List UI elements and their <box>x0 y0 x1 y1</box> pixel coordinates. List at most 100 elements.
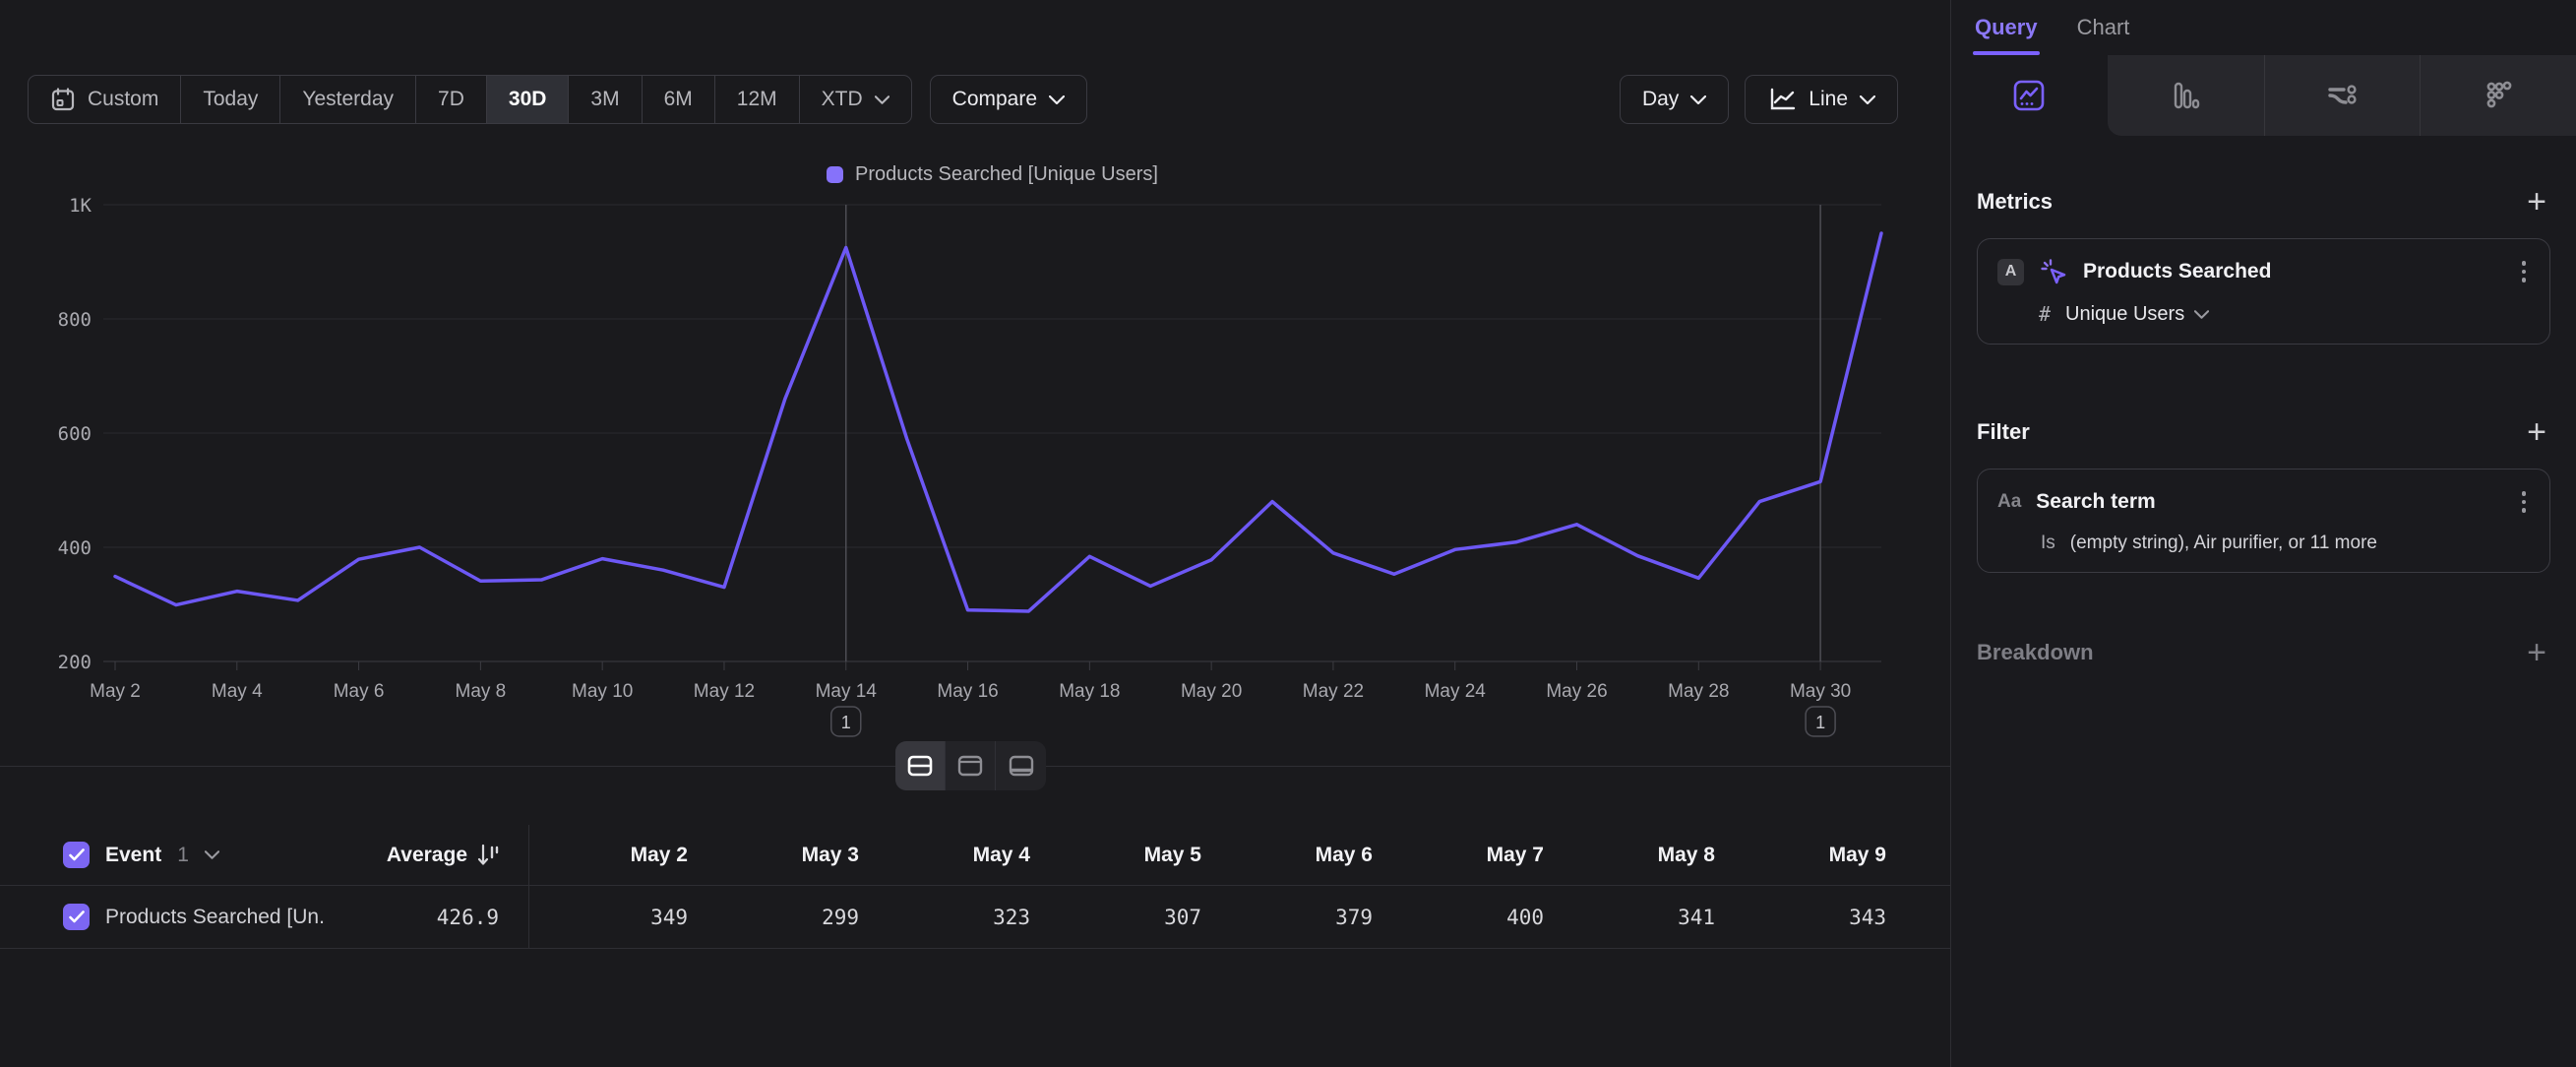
metric-letter-badge: A <box>1997 259 2024 285</box>
chart-type-tab-insights[interactable] <box>1951 55 2108 136</box>
date-column-header[interactable]: May 5 <box>1042 825 1213 885</box>
range-button-7d[interactable]: 7D <box>416 76 487 123</box>
y-axis-tick-label: 1K <box>69 197 92 217</box>
breakdown-section-header: Breakdown + <box>1977 636 2550 669</box>
main-area: Custom Today Yesterday 7D 30D3M6M 12M XTD Comp… <box>0 0 1951 1067</box>
filter-card[interactable]: Aa Search term Is (empty string), Air pu… <box>1977 469 2550 573</box>
metrics-title: Metrics <box>1977 189 2053 215</box>
range-button-xtd[interactable]: XTD <box>800 76 911 123</box>
add-filter-button[interactable]: + <box>2523 415 2550 449</box>
layout-toggle-split-horizontal[interactable] <box>895 741 946 790</box>
chart-type-tab-flows[interactable] <box>2264 55 2421 136</box>
date-column-header[interactable]: May 2 <box>528 825 700 885</box>
insights-icon <box>2011 78 2047 113</box>
value-cell: 400 <box>1384 886 1556 948</box>
metrics-section-header: Metrics + <box>1977 185 2550 219</box>
value-cell: 379 <box>1213 886 1384 948</box>
chart-type-tab-bar[interactable] <box>2108 55 2264 136</box>
range-button-3m[interactable]: 3M <box>569 76 642 123</box>
panel-bottom-icon <box>1008 754 1035 778</box>
range-label: 12M <box>737 88 777 111</box>
x-axis-tick-label: May 24 <box>1425 681 1487 702</box>
x-axis-tick-label: May 14 <box>816 681 878 702</box>
range-button-6m[interactable]: 6M <box>643 76 715 123</box>
chart-legend[interactable]: Products Searched [Unique Users] <box>103 163 1881 186</box>
range-button-yesterday[interactable]: Yesterday <box>280 76 416 123</box>
filter-value[interactable]: (empty string), Air purifier, or 11 more <box>2070 533 2377 554</box>
granularity-button[interactable]: Day <box>1620 75 1729 124</box>
add-metric-button[interactable]: + <box>2523 185 2550 219</box>
row-label-cell: Products Searched [Un... <box>0 904 325 930</box>
chart-type-label: Line <box>1809 88 1848 111</box>
x-axis-tick-label: May 26 <box>1546 681 1607 702</box>
x-axis-tick-label: May 2 <box>90 681 141 702</box>
metric-card-row: A Products Searched <box>1997 257 2530 286</box>
date-column-header[interactable]: May 7 <box>1384 825 1556 885</box>
line-chart-icon <box>1767 86 1797 113</box>
range-button-30d[interactable]: 30D <box>487 76 570 123</box>
filter-card-row: Aa Search term <box>1997 487 2530 517</box>
tab-query[interactable]: Query <box>1975 0 2038 55</box>
toolbar: Custom Today Yesterday 7D 30D3M6M 12M XTD Comp… <box>28 75 1898 124</box>
query-sidebar: Query Chart Metrics + A <box>1951 0 2576 1067</box>
tab-chart[interactable]: Chart <box>2077 0 2130 55</box>
layout-toggle-panel-top[interactable] <box>946 741 996 790</box>
y-axis-tick-label: 400 <box>58 537 92 559</box>
line-chart[interactable]: 1K80060040020011May 2May 4May 6May 8May … <box>0 197 1951 758</box>
date-column-header[interactable]: May 4 <box>871 825 1042 885</box>
filter-section-header: Filter + <box>1977 415 2550 449</box>
event-header-label: Event <box>105 844 161 867</box>
metric-card[interactable]: A Products Searched # Unique Users <box>1977 238 2550 345</box>
range-label: XTD <box>822 88 863 111</box>
chevron-down-icon[interactable] <box>205 850 219 859</box>
date-column-header[interactable]: May 3 <box>700 825 871 885</box>
event-count: 1 <box>177 844 189 867</box>
layout-toggle-panel-bottom[interactable] <box>996 741 1046 790</box>
range-button-custom[interactable]: Custom <box>29 76 181 123</box>
chevron-down-icon <box>1049 95 1065 104</box>
chevron-down-icon <box>2194 310 2209 319</box>
add-breakdown-button[interactable]: + <box>2523 636 2550 669</box>
chart-type-button[interactable]: Line <box>1745 75 1898 124</box>
average-header-cell[interactable]: Average <box>325 844 528 867</box>
metric-kebab-menu[interactable] <box>2518 257 2531 286</box>
table-row[interactable]: Products Searched [Un... 426.9 349299323… <box>0 886 1951 949</box>
compare-label: Compare <box>952 88 1037 111</box>
chart-type-tab-retention[interactable] <box>2420 55 2576 136</box>
row-average-cell: 426.9 <box>325 906 528 929</box>
date-column-header[interactable]: May 8 <box>1556 825 1727 885</box>
event-sparkle-cursor-icon <box>2039 257 2068 286</box>
x-axis-tick-label: May 8 <box>456 681 507 702</box>
y-axis-tick-label: 800 <box>58 309 92 331</box>
filter-title: Filter <box>1977 419 2030 445</box>
range-label: Today <box>203 88 258 111</box>
y-axis-tick-label: 600 <box>58 423 92 445</box>
chart-type-tab-strip <box>1951 55 2576 136</box>
value-cell: 299 <box>700 886 871 948</box>
bar-chart-icon <box>2168 78 2203 113</box>
metric-aggregation-row: # Unique Users <box>2039 302 2530 326</box>
value-cell: 349 <box>528 886 700 948</box>
aggregation-dropdown[interactable]: Unique Users <box>2065 303 2209 326</box>
range-label: 7D <box>438 88 464 111</box>
select-all-checkbox[interactable] <box>63 842 90 868</box>
string-property-type-icon: Aa <box>1997 491 2021 513</box>
panel-top-icon <box>956 754 984 778</box>
filter-operator[interactable]: Is <box>2041 533 2055 554</box>
x-axis-tick-label: May 10 <box>572 681 633 702</box>
check-icon <box>69 910 85 923</box>
x-axis-tick-label: May 6 <box>334 681 385 702</box>
date-column-header[interactable]: May 6 <box>1213 825 1384 885</box>
aggregation-label: Unique Users <box>2065 303 2184 326</box>
compare-button[interactable]: Compare <box>930 75 1087 124</box>
layout-toggle <box>895 741 1046 790</box>
row-checkbox[interactable] <box>63 904 90 930</box>
breakdown-title: Breakdown <box>1977 640 2094 665</box>
filter-kebab-menu[interactable] <box>2518 487 2531 517</box>
annotation-badge-label: 1 <box>841 713 851 732</box>
range-button-12m[interactable]: 12M <box>715 76 800 123</box>
range-button-today[interactable]: Today <box>181 76 280 123</box>
legend-series-label: Products Searched [Unique Users] <box>855 163 1158 186</box>
date-column-header[interactable]: May 9 <box>1727 825 1898 885</box>
x-axis-tick-label: May 30 <box>1790 681 1851 702</box>
